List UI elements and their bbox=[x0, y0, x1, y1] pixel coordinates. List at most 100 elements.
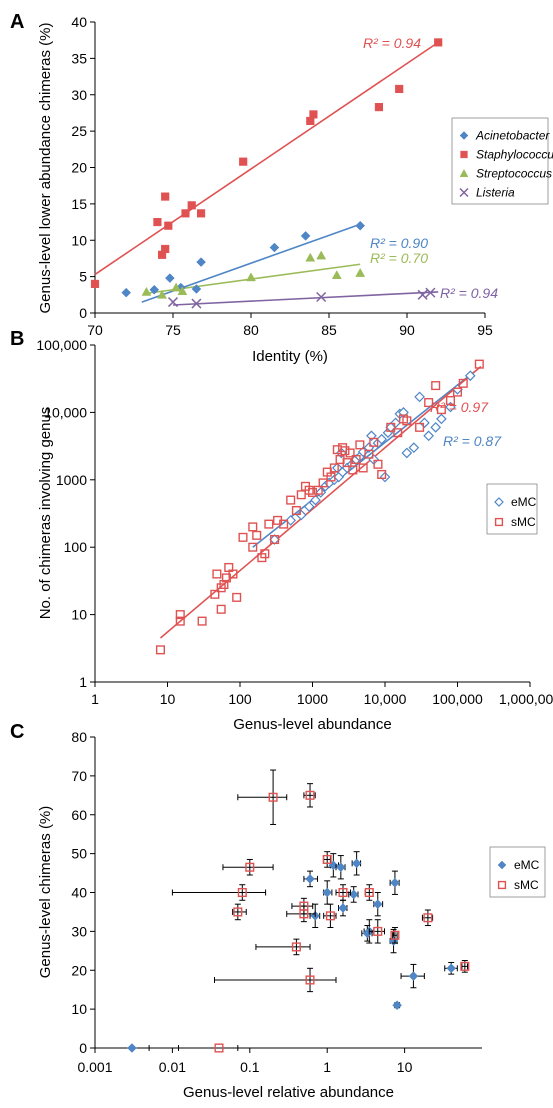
data-point bbox=[423, 913, 433, 923]
data-point bbox=[329, 463, 339, 473]
data-point bbox=[345, 448, 355, 458]
series-smc bbox=[171, 769, 470, 1053]
y-tick-label: 0 bbox=[79, 1040, 87, 1056]
data-point bbox=[310, 494, 321, 506]
y-tick-label: 100,000 bbox=[36, 337, 87, 353]
data-point bbox=[228, 569, 238, 579]
data-point bbox=[392, 1000, 402, 1011]
legend: eMC sMC bbox=[486, 483, 538, 535]
y-axis-label: No. of chimeras involving genus bbox=[37, 407, 54, 620]
x-tick-label: 100,000 bbox=[432, 691, 483, 707]
legend-label-listeria: Listeria bbox=[476, 186, 515, 200]
legend-label-acinetobacter: Acinetobacter bbox=[475, 129, 550, 143]
y-tick-label: 20 bbox=[71, 160, 87, 176]
data-point bbox=[296, 490, 306, 500]
y-tick-label: 35 bbox=[71, 50, 87, 66]
legend-label-emc: eMC bbox=[511, 495, 537, 509]
data-point bbox=[191, 298, 202, 309]
data-point bbox=[358, 463, 368, 473]
data-point bbox=[214, 1043, 224, 1053]
data-point bbox=[303, 501, 315, 512]
data-point bbox=[377, 469, 387, 479]
data-point bbox=[402, 416, 412, 426]
r2-annotation: R² = 0.97 bbox=[430, 399, 489, 415]
x-axis-label: Identity (%) bbox=[252, 348, 328, 365]
data-point bbox=[335, 862, 346, 873]
data-point bbox=[197, 616, 207, 626]
data-point bbox=[165, 273, 175, 283]
data-point bbox=[364, 887, 374, 898]
data-point bbox=[191, 284, 202, 294]
data-point bbox=[417, 289, 428, 300]
series-acinetobacter bbox=[121, 220, 366, 298]
data-point bbox=[342, 458, 352, 468]
y-axis-label: Genus-level lower abundance chimeras (%) bbox=[37, 23, 54, 314]
data-point bbox=[424, 398, 434, 408]
data-point bbox=[149, 284, 160, 295]
x-tick-label: 100 bbox=[228, 691, 252, 707]
data-point bbox=[196, 257, 206, 267]
x-tick-label: 10,000 bbox=[364, 691, 407, 707]
marker-stroke bbox=[316, 291, 327, 303]
series-emc bbox=[127, 851, 458, 1053]
legend-label-streptococcus: Streptococcus bbox=[476, 167, 552, 181]
data-point bbox=[239, 157, 248, 166]
trendline-smc bbox=[159, 365, 482, 639]
marker-stroke bbox=[191, 298, 202, 309]
data-point bbox=[408, 442, 420, 453]
data-point bbox=[445, 396, 455, 406]
y-tick-label: 60 bbox=[71, 807, 87, 823]
data-point bbox=[322, 854, 332, 864]
legend-label-emc: eMC bbox=[514, 858, 540, 872]
x-tick-label: 90 bbox=[399, 322, 415, 338]
data-point bbox=[161, 244, 170, 254]
panel-label: A bbox=[10, 11, 24, 33]
x-tick-label: 0.001 bbox=[77, 1059, 112, 1075]
data-point bbox=[331, 270, 342, 280]
chart-panel-c: C 0.001 0.01 0.1 1 10 0 10 20 30 40 50 60 70 80 Genus-l… bbox=[10, 721, 546, 1101]
x-tick-label: 70 bbox=[87, 322, 103, 338]
data-point bbox=[307, 487, 318, 497]
y-tick-label: 30 bbox=[71, 87, 87, 103]
data-point bbox=[309, 110, 318, 119]
r2-annotation: R² = 0.90 bbox=[370, 235, 428, 251]
data-point bbox=[175, 610, 185, 620]
y-tick-label: 80 bbox=[71, 729, 87, 745]
data-point bbox=[164, 221, 173, 230]
data-point bbox=[458, 378, 468, 388]
data-point bbox=[268, 792, 278, 802]
y-tick-label: 70 bbox=[71, 768, 87, 784]
x-tick-label: 1 bbox=[91, 691, 99, 707]
data-point bbox=[291, 942, 301, 952]
marker-stroke bbox=[425, 287, 436, 298]
data-point bbox=[393, 428, 403, 438]
series-smc bbox=[155, 359, 484, 655]
legend-marker-staphylococcus bbox=[460, 150, 468, 159]
y-tick-label: 10 bbox=[71, 232, 87, 248]
x-tick-label: 85 bbox=[321, 322, 337, 338]
data-point bbox=[431, 381, 441, 391]
data-point bbox=[425, 287, 436, 298]
chart-panel-b: B 1 10 100 1000 10,000 100,000 1,000,000 1 10 100 1… bbox=[10, 328, 553, 733]
data-point bbox=[390, 877, 400, 888]
marker-stroke bbox=[417, 289, 428, 300]
data-point bbox=[232, 592, 242, 602]
y-tick-label: 100 bbox=[64, 539, 88, 555]
data-point bbox=[279, 519, 289, 529]
y-tick-label: 10,000 bbox=[44, 404, 87, 420]
x-axis-label: Genus-level relative abundance bbox=[183, 1084, 394, 1101]
data-point bbox=[167, 297, 179, 308]
data-point bbox=[291, 506, 301, 516]
data-point bbox=[270, 534, 280, 545]
data-point bbox=[374, 103, 383, 112]
data-point bbox=[121, 287, 132, 298]
series-listeria bbox=[167, 287, 436, 309]
data-point bbox=[300, 231, 311, 241]
y-tick-label: 10 bbox=[71, 1001, 87, 1017]
data-point bbox=[157, 289, 168, 299]
data-point bbox=[245, 862, 255, 872]
x-tick-label: 80 bbox=[243, 322, 259, 338]
y-tick-label: 1 bbox=[79, 674, 87, 690]
x-tick-label: 1,000,000 bbox=[499, 691, 553, 707]
